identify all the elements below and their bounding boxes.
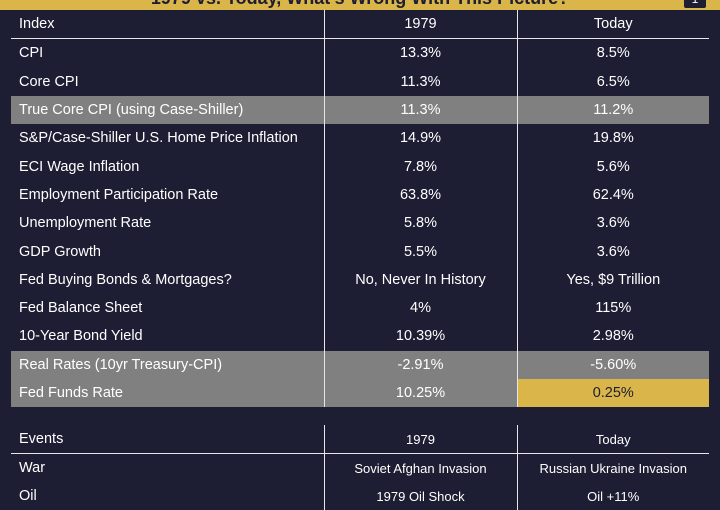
header-today: Today <box>516 425 709 454</box>
row-label: ECI Wage Inflation <box>19 158 140 175</box>
row-today-value: Russian Ukraine Invasion <box>516 453 709 482</box>
row-label: Oil <box>19 488 37 504</box>
table-row: Fed Balance Sheet 4% 115% <box>11 293 709 323</box>
table-row: War Soviet Afghan Invasion Russian Ukrai… <box>11 453 709 482</box>
row-label: 10-Year Bond Yield <box>19 328 143 345</box>
events-table: Events 1979 Today War Soviet Afghan Inva… <box>11 425 709 510</box>
header-today: Today <box>516 10 709 40</box>
row-today-value: 5.6% <box>516 152 709 181</box>
table-row: Unemployment Rate 5.8% 3.6% <box>11 209 709 238</box>
row-1979-value: 63.8% <box>323 180 517 210</box>
events-header-row: Events 1979 Today <box>11 425 709 454</box>
page-title-banner: 1979 vs. Today, What's Wrong With This P… <box>0 0 720 10</box>
table-row: Core CPI 11.3% 6.5% <box>11 67 709 96</box>
row-today-value-highlight: 0.25% <box>516 378 709 408</box>
table-row-highlighted: True Core CPI (using Case-Shiller) 11.3%… <box>11 95 709 125</box>
row-today-value: 8.5% <box>516 38 709 68</box>
table-row: CPI 13.3% 8.5% <box>11 38 709 68</box>
row-1979-value: 11.3% <box>323 95 517 125</box>
row-1979-value: No, Never In History <box>323 265 517 294</box>
row-today-value: Oil +11% <box>516 482 709 510</box>
table-row: ECI Wage Inflation 7.8% 5.6% <box>11 152 709 181</box>
row-label: True Core CPI (using Case-Shiller) <box>11 95 324 125</box>
row-1979-value: 7.8% <box>323 152 517 181</box>
header-events: Events <box>11 425 324 454</box>
page-number-badge: 1 <box>684 0 706 8</box>
row-today-value: 11.2% <box>516 95 709 125</box>
row-label: Unemployment Rate <box>19 215 152 232</box>
row-today-value: 115% <box>516 293 709 323</box>
table-row: GDP Growth 5.5% 3.6% <box>11 237 709 266</box>
row-today-value: 3.6% <box>516 209 709 238</box>
row-label: S&P/Case-Shiller U.S. Home Price Inflati… <box>19 130 298 147</box>
table-row: Employment Participation Rate 63.8% 62.4… <box>11 180 709 210</box>
table-row: 10-Year Bond Yield 10.39% 2.98% <box>11 322 709 351</box>
row-1979-value: 5.8% <box>323 209 517 238</box>
table-row-highlighted: Fed Funds Rate 10.25% 0.25% <box>11 378 709 408</box>
row-today-value: -5.60% <box>516 350 709 379</box>
row-label: Fed Balance Sheet <box>19 300 143 317</box>
row-1979-value: Soviet Afghan Invasion <box>323 453 517 482</box>
row-1979-value: 5.5% <box>323 237 517 266</box>
row-1979-value: 14.9% <box>323 124 517 153</box>
table-row-highlighted: Real Rates (10yr Treasury-CPI) -2.91% -5… <box>11 350 709 379</box>
row-label: CPI <box>19 45 44 62</box>
row-label: Fed Buying Bonds & Mortgages? <box>19 271 232 288</box>
row-label: Fed Funds Rate <box>11 378 324 408</box>
row-today-value: 62.4% <box>516 180 709 210</box>
row-label: GDP Growth <box>19 243 101 260</box>
table-header-row: Index 1979 Today <box>11 10 709 40</box>
row-1979-value: 13.3% <box>323 38 517 68</box>
header-index: Index <box>11 10 324 40</box>
index-comparison-table: Index 1979 Today CPI 13.3% 8.5% Core CPI… <box>11 10 709 408</box>
row-label: Employment Participation Rate <box>19 186 219 203</box>
row-1979-value: -2.91% <box>323 350 517 379</box>
table-row: S&P/Case-Shiller U.S. Home Price Inflati… <box>11 124 709 153</box>
row-today-value: 6.5% <box>516 67 709 96</box>
header-1979: 1979 <box>323 425 517 454</box>
table-row: Fed Buying Bonds & Mortgages? No, Never … <box>11 265 709 294</box>
row-1979-value: 4% <box>323 293 517 323</box>
row-today-value: 2.98% <box>516 322 709 351</box>
page-title: 1979 vs. Today, What's Wrong With This P… <box>151 0 569 8</box>
row-1979-value: 11.3% <box>323 67 517 96</box>
row-label: Real Rates (10yr Treasury-CPI) <box>11 350 324 379</box>
table-row: Oil 1979 Oil Shock Oil +11% <box>11 482 709 510</box>
row-1979-value: 10.25% <box>323 378 517 408</box>
row-today-value: 19.8% <box>516 124 709 153</box>
row-1979-value: 1979 Oil Shock <box>323 482 517 510</box>
row-label: War <box>19 460 46 476</box>
row-today-value: Yes, $9 Trillion <box>516 265 709 294</box>
header-1979: 1979 <box>323 10 517 40</box>
row-1979-value: 10.39% <box>323 322 517 351</box>
row-label: Core CPI <box>19 73 79 90</box>
row-today-value: 3.6% <box>516 237 709 266</box>
